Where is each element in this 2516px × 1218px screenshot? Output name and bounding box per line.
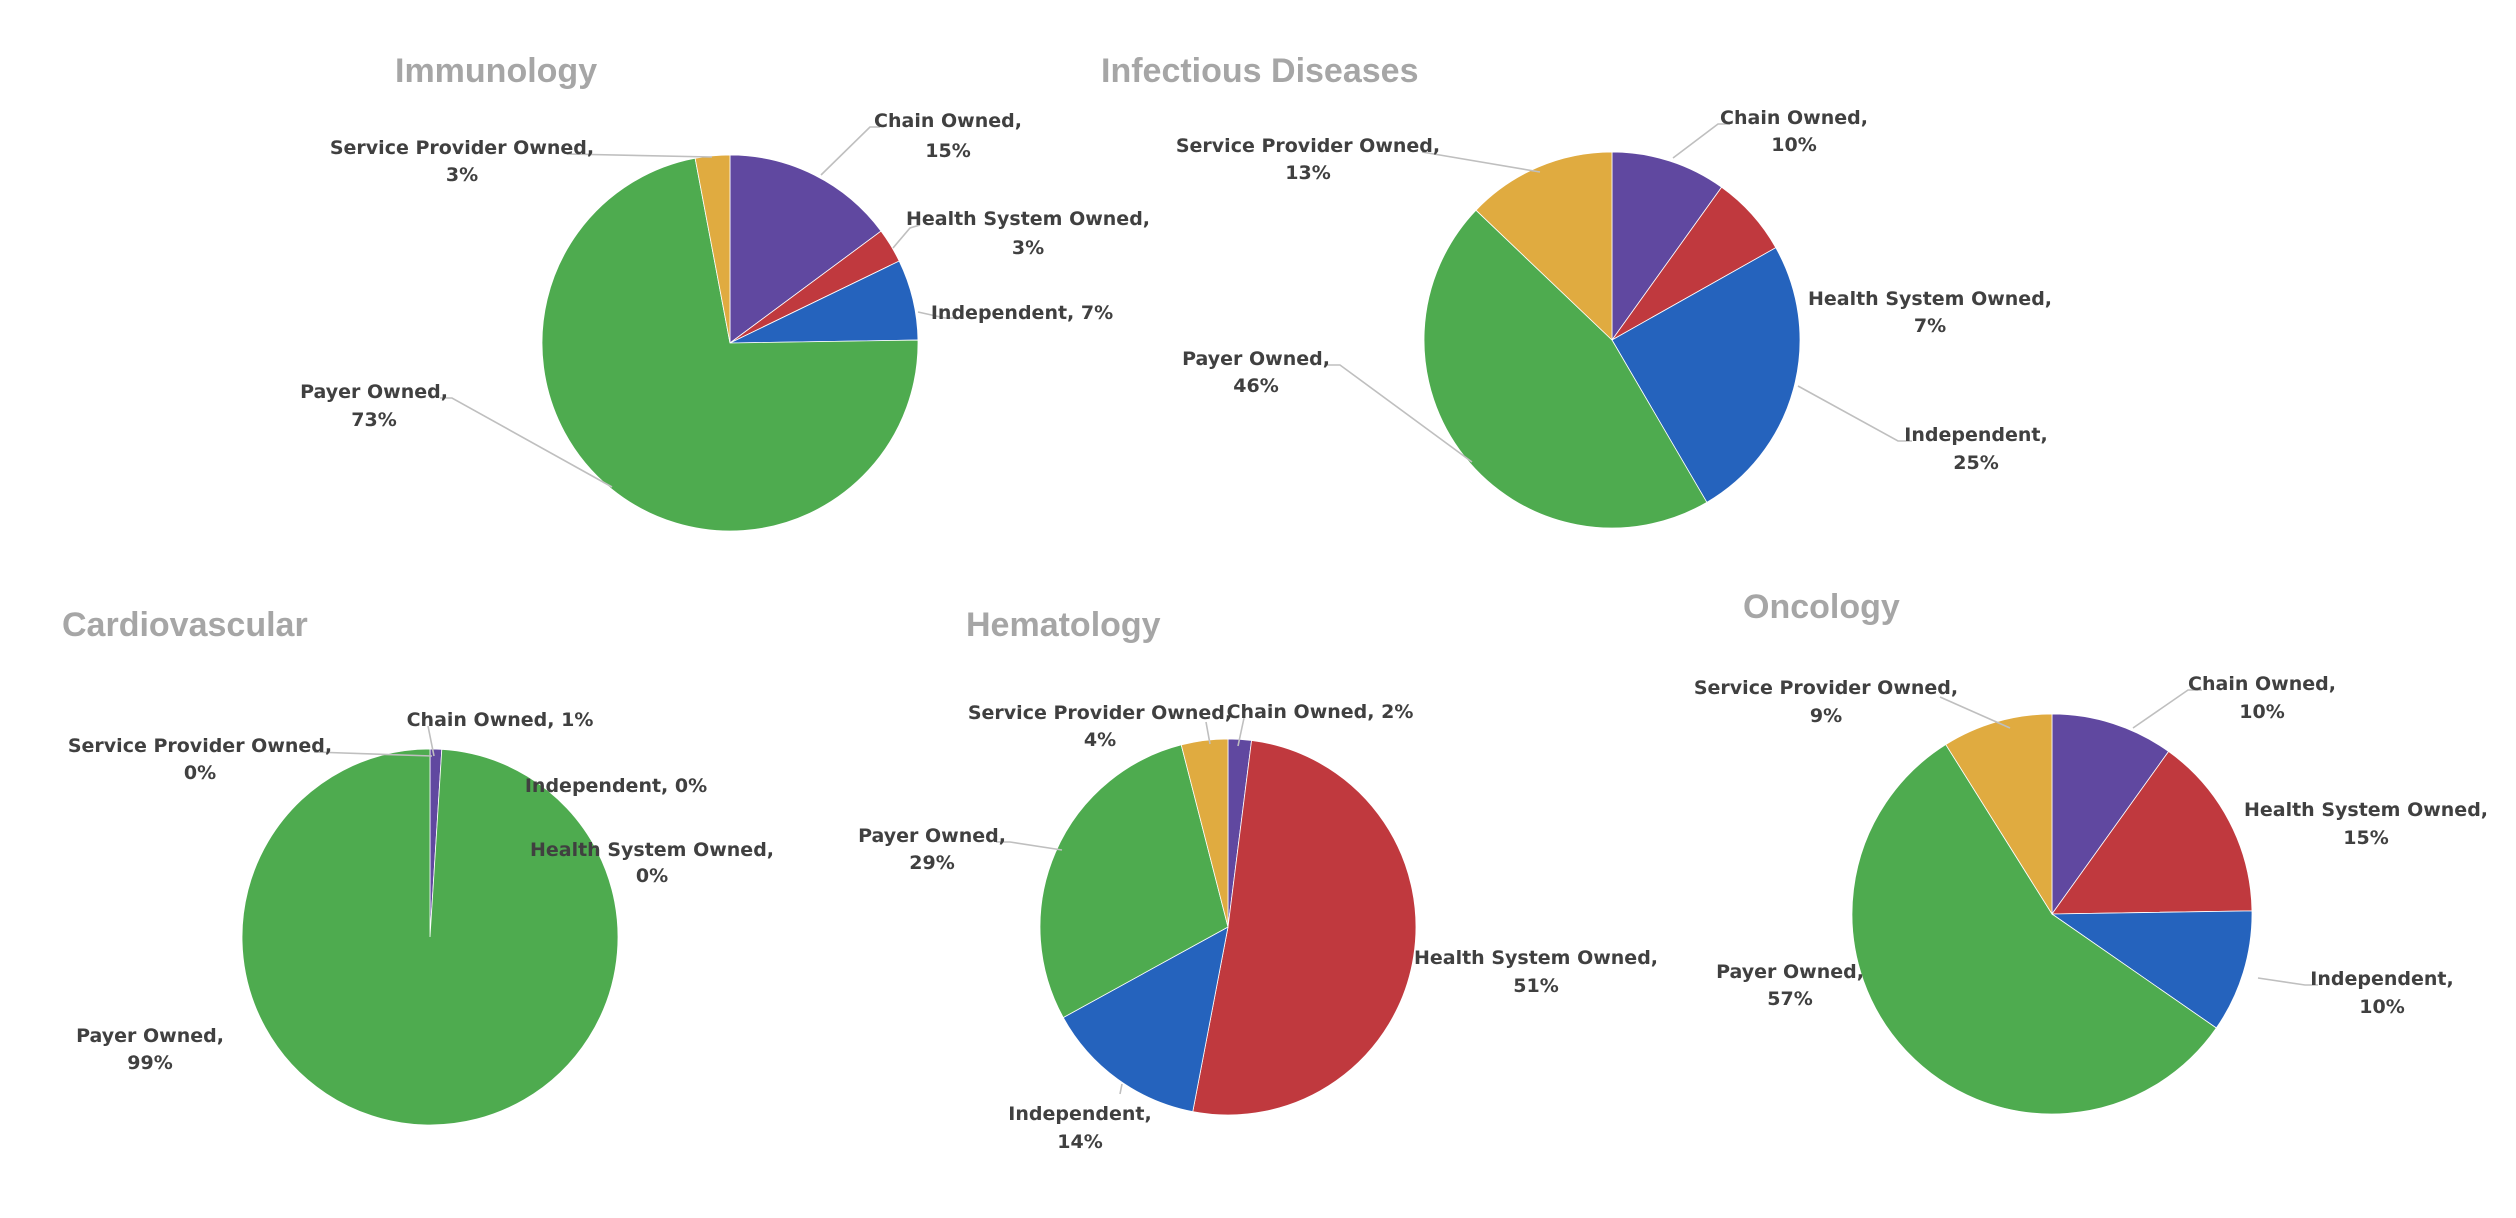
leader-line-hematology-payer-owned: [996, 841, 1063, 851]
data-label-hematology-chain-owned: Chain Owned, 2%: [1227, 701, 1414, 723]
leader-line-infectious-diseases-independent: [1797, 385, 1912, 442]
leader-line-immunology-payer-owned: [440, 397, 613, 488]
leader-line-infectious-diseases-payer-owned: [1326, 364, 1473, 463]
pie-slice-immunology-service-provider-owned: [694, 154, 731, 344]
data-label-oncology-independent: Independent, 10%: [2310, 968, 2453, 1018]
leader-line-infectious-diseases-service-provider-owned: [1421, 151, 1541, 173]
data-label-infectious-diseases-health-system-owned: Health System Owned, 7%: [1808, 288, 2052, 337]
leader-line-hematology-independent: [1119, 1083, 1123, 1095]
chart-title-oncology: Oncology: [1743, 588, 1900, 626]
data-label-immunology-payer-owned: Payer Owned, 73%: [300, 381, 448, 431]
leader-lines-layer: [313, 123, 2318, 1095]
data-labels-layer: Chain Owned, 15% Health System Owned, 3% Ind…: [68, 107, 2488, 1153]
leader-line-oncology-chain-owned: [2132, 689, 2202, 729]
chart-title-cardiovascular: Cardiovascular: [62, 606, 308, 644]
data-label-infectious-diseases-independent: Independent, 25%: [1904, 424, 2047, 474]
data-label-oncology-payer-owned: Payer Owned, 57%: [1716, 961, 1864, 1010]
pie-slices-layer: [241, 151, 2253, 1126]
data-label-cardiovascular-service-provider-owned: Service Provider Owned, 0%: [68, 735, 332, 784]
pie-slice-hematology-health-system-owned: [1192, 740, 1417, 1116]
pie-slice-infectious-diseases-service-provider-owned: [1475, 151, 1613, 341]
leader-line-hematology-service-provider-owned: [1205, 721, 1211, 745]
pie-slice-oncology-independent: [2050, 910, 2253, 1029]
data-label-hematology-independent: Independent, 14%: [1008, 1103, 1151, 1153]
data-label-immunology-service-provider-owned: Service Provider Owned, 3%: [330, 137, 594, 186]
data-label-cardiovascular-independent: Independent, 0%: [525, 775, 707, 797]
leader-line-immunology-service-provider-owned: [566, 153, 713, 158]
pie-slice-cardiovascular-payer-owned: [241, 748, 619, 1126]
leader-line-immunology-chain-owned: [820, 126, 880, 176]
chart-title-infectious-diseases: Infectious Diseases: [1101, 52, 1418, 90]
data-label-infectious-diseases-service-provider-owned: Service Provider Owned, 13%: [1176, 135, 1440, 184]
pie-slice-immunology-payer-owned: [541, 157, 919, 532]
pie-slice-oncology-health-system-owned: [2051, 750, 2253, 915]
data-label-cardiovascular-chain-owned: Chain Owned, 1%: [407, 709, 594, 731]
pie-slice-oncology-payer-owned: [1851, 743, 2217, 1115]
leader-line-oncology-independent: [2257, 977, 2318, 986]
data-label-immunology-health-system-owned: Health System Owned, 3%: [906, 208, 1150, 259]
data-label-immunology-chain-owned: Chain Owned, 15%: [874, 110, 1022, 162]
chart-title-hematology: Hematology: [966, 606, 1161, 644]
pie-slice-infectious-diseases-chain-owned: [1611, 151, 1723, 342]
data-label-infectious-diseases-payer-owned: Payer Owned, 46%: [1182, 348, 1330, 397]
leader-line-hematology-chain-owned: [1237, 717, 1245, 747]
leader-line-cardiovascular-service-provider-owned: [313, 751, 433, 757]
pie-slice-hematology-service-provider-owned: [1180, 738, 1229, 928]
data-label-cardiovascular-health-system-owned: Health System Owned, 0%: [530, 839, 774, 887]
data-label-immunology-independent: Independent, 7%: [931, 302, 1113, 324]
pie-slice-immunology-chain-owned: [729, 154, 882, 344]
pie-slice-hematology-independent: [1062, 926, 1229, 1113]
data-label-infectious-diseases-chain-owned: Chain Owned, 10%: [1720, 107, 1868, 156]
data-label-cardiovascular-payer-owned: Payer Owned, 99%: [76, 1025, 224, 1074]
data-label-hematology-health-system-owned: Health System Owned, 51%: [1414, 947, 1658, 997]
data-label-oncology-health-system-owned: Health System Owned, 15%: [2244, 799, 2488, 849]
pie-slice-oncology-chain-owned: [2051, 713, 2170, 916]
pie-slice-infectious-diseases-independent: [1611, 247, 1801, 503]
leader-line-oncology-service-provider-owned: [1939, 696, 2011, 729]
chart-title-immunology: Immunology: [395, 52, 597, 90]
leader-line-immunology-health-system-owned: [892, 224, 921, 249]
leader-line-infectious-diseases-chain-owned: [1672, 123, 1730, 159]
data-label-oncology-service-provider-owned: Service Provider Owned, 9%: [1694, 677, 1958, 727]
data-label-hematology-service-provider-owned: Service Provider Owned, 4%: [968, 702, 1232, 751]
data-label-hematology-payer-owned: Payer Owned, 29%: [858, 825, 1006, 874]
pie-slice-hematology-payer-owned: [1039, 744, 1229, 1019]
leader-line-cardiovascular-chain-owned: [427, 725, 435, 757]
data-label-oncology-chain-owned: Chain Owned, 10%: [2188, 673, 2336, 723]
leader-line-immunology-independent: [917, 311, 958, 319]
